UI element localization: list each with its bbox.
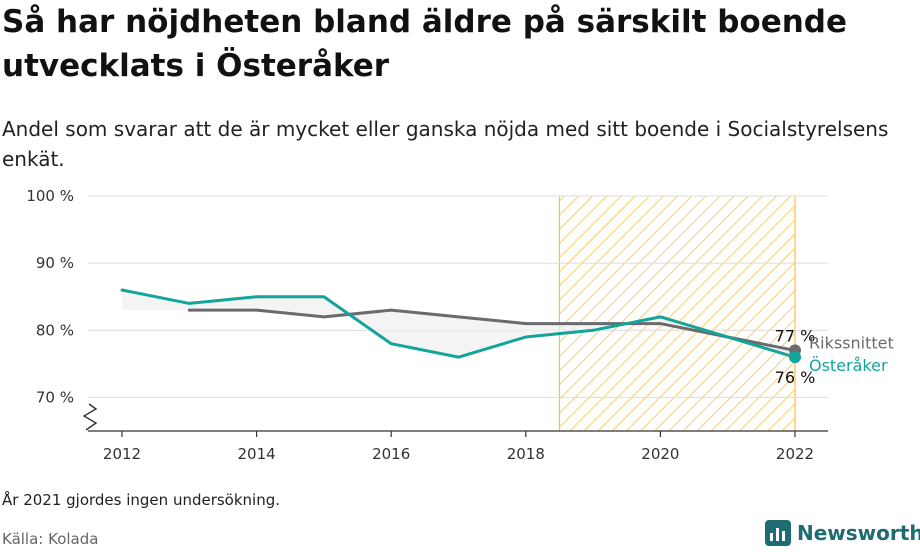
series-lines [120,288,797,359]
footnote: År 2021 gjordes ingen undersökning. [2,491,281,509]
newsworthy-logo[interactable]: Newsworthy [765,520,920,546]
chart-title: Så har nöjdheten bland äldre på särskilt… [2,4,848,84]
series-line-rikssnittet [187,308,797,352]
end-point-österåker [789,351,801,364]
riket-series-label: Rikssnittet [809,333,894,352]
x-tick-label: 2016 [372,445,410,463]
difference-area-start [122,290,190,311]
y-tick-label: 100 % [26,187,74,205]
y-tick-label: 70 % [36,388,74,406]
osteraker-series-label: Österåker [809,356,888,375]
x-tick-label: 2020 [641,445,679,463]
source: Källa: Kolada [2,530,99,548]
labels: 70 % 80 % 90 % 100 % 2012 2014 2016 2018 2020 202… [26,187,893,463]
highlight-period [558,196,796,431]
line-chart: 70 % 80 % 90 % 100 % 2012 2014 2016 2018 2020 202… [26,187,893,463]
axis-break-icon [82,403,98,431]
riket-end-value: 77 % [775,326,816,345]
x-tick-label: 2022 [776,445,814,463]
highlight-hatch [559,196,795,431]
x-tick-label: 2014 [238,445,276,463]
y-tick-label: 90 % [36,254,74,272]
x-tick-label: 2018 [507,445,545,463]
osteraker-end-value: 76 % [775,368,816,387]
difference-fill [122,290,796,358]
x-tick-label: 2012 [103,445,141,463]
difference-area [189,296,796,358]
axes [82,403,828,437]
chart-subtitle: Andel som svarar att de är mycket eller … [2,117,889,171]
y-tick-label: 80 % [36,321,74,339]
series-line-österåker [120,288,797,359]
end-points [789,344,801,364]
brand-name: Newsworthy [797,521,920,545]
bar-chart-logo-icon [765,520,791,546]
